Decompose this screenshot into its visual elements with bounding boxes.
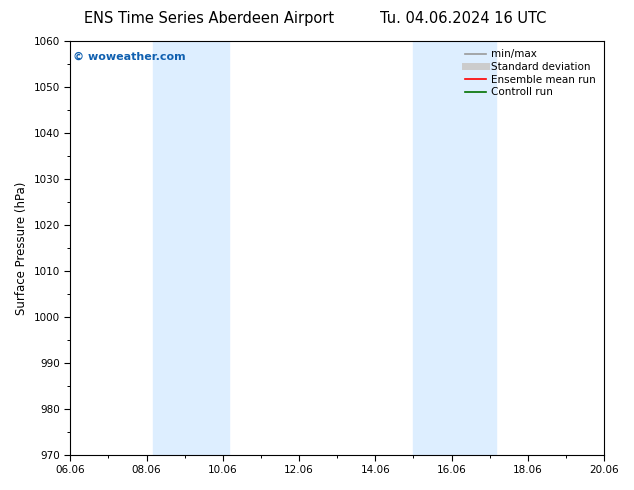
Legend: min/max, Standard deviation, Ensemble mean run, Controll run: min/max, Standard deviation, Ensemble me… (462, 46, 599, 100)
Text: ENS Time Series Aberdeen Airport: ENS Time Series Aberdeen Airport (84, 11, 334, 26)
Bar (413, 41, 496, 455)
Text: © woweather.com: © woweather.com (73, 51, 186, 61)
Bar (153, 41, 229, 455)
Text: Tu. 04.06.2024 16 UTC: Tu. 04.06.2024 16 UTC (380, 11, 546, 26)
Y-axis label: Surface Pressure (hPa): Surface Pressure (hPa) (15, 181, 28, 315)
